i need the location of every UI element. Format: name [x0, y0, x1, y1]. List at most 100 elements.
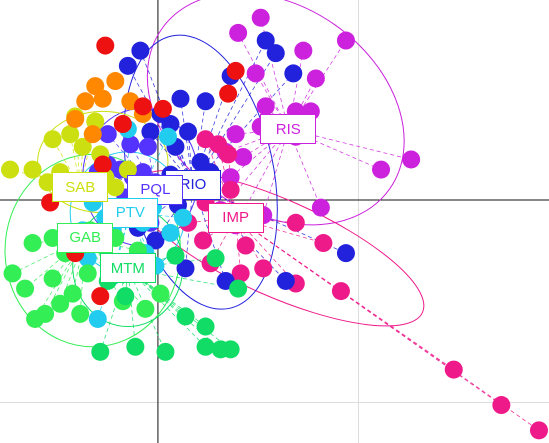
point-ris: [246, 64, 265, 83]
point-ptv: [174, 208, 192, 227]
point-rio: [256, 31, 275, 50]
point-ptv: [143, 198, 162, 217]
point-ris: [306, 69, 325, 88]
spoke-rio: [127, 65, 194, 185]
point-unlabeled: [41, 193, 60, 212]
point-unlabeled: [91, 287, 110, 306]
point-ris: [336, 31, 355, 50]
point-mtm: [206, 249, 225, 268]
point-mtm: [156, 342, 175, 361]
point-mtm: [176, 307, 195, 326]
point-sab: [106, 178, 125, 197]
point-rio: [179, 122, 198, 141]
spoke-rio: [150, 131, 194, 186]
point-ris: [256, 97, 275, 116]
point-ptv: [83, 193, 102, 212]
point-unlabeled: [106, 72, 125, 91]
point-unlabeled: [76, 92, 95, 111]
point-rio: [131, 41, 150, 60]
point-pql: [121, 135, 140, 154]
point-unlabeled: [83, 125, 102, 144]
point-pql: [98, 125, 117, 144]
point-unlabeled: [219, 84, 238, 103]
point-gab: [71, 304, 90, 323]
point-gab: [26, 309, 45, 328]
point-ris: [234, 147, 253, 166]
point-imp: [236, 236, 255, 255]
point-unlabeled: [133, 97, 152, 116]
point-imp: [331, 282, 350, 301]
point-unlabeled: [93, 155, 112, 174]
point-imp: [314, 234, 333, 253]
point-imp: [221, 180, 240, 199]
point-mtm: [229, 279, 248, 298]
point-pql: [138, 137, 157, 156]
point-rio: [118, 56, 137, 75]
point-imp: [254, 259, 273, 278]
point-gab: [23, 234, 42, 253]
point-ris: [251, 8, 270, 27]
point-imp: [196, 130, 215, 149]
point-unlabeled: [66, 109, 85, 128]
point-gab: [63, 284, 82, 303]
point-rio: [141, 122, 160, 141]
point-rio: [336, 244, 355, 263]
point-mtm: [91, 342, 110, 361]
point-ris: [286, 127, 305, 146]
point-gab: [16, 279, 35, 298]
point-gab: [43, 269, 62, 288]
point-sab: [1, 160, 20, 179]
point-imp: [196, 193, 215, 212]
point-unlabeled: [93, 89, 112, 108]
point-ris: [402, 150, 421, 169]
point-ris: [311, 198, 330, 217]
point-ptv: [158, 127, 177, 146]
point-sab: [118, 160, 137, 179]
point-unlabeled: [113, 115, 132, 134]
point-ris: [226, 125, 245, 144]
point-ptv: [161, 223, 180, 242]
point-sab: [51, 163, 70, 182]
point-rio: [266, 44, 285, 63]
point-gab: [136, 299, 155, 318]
point-gab: [43, 228, 62, 247]
spoke-mtm: [127, 268, 136, 347]
point-sab: [23, 160, 42, 179]
point-ris: [251, 117, 270, 136]
point-gab: [81, 221, 100, 240]
spoke-ris: [230, 128, 289, 178]
point-rio: [176, 259, 195, 278]
point-ptv: [133, 213, 152, 232]
point-gab: [78, 264, 97, 283]
spoke-rio: [192, 40, 267, 185]
point-sab: [61, 125, 80, 144]
point-imp: [194, 231, 213, 250]
point-ptv: [88, 309, 107, 328]
point-rio: [276, 271, 295, 290]
data-points: [1, 8, 548, 440]
point-sab: [78, 175, 97, 194]
point-rio: [196, 92, 215, 111]
point-mtm: [221, 340, 240, 359]
point-rio: [284, 64, 303, 83]
point-mtm: [133, 256, 152, 275]
point-rio: [146, 231, 165, 250]
point-gab: [151, 284, 170, 303]
spoke-mtm: [127, 268, 206, 348]
point-ris: [372, 160, 391, 179]
point-unlabeled: [153, 99, 172, 118]
point-unlabeled: [96, 36, 115, 55]
point-ris: [294, 41, 313, 60]
point-gab: [51, 294, 70, 313]
point-rio: [171, 89, 190, 108]
spoke-ris: [260, 17, 289, 130]
point-unlabeled: [66, 244, 85, 263]
point-mtm: [126, 337, 145, 356]
spoke-rio: [192, 75, 232, 185]
spoke-imp: [235, 217, 502, 406]
point-gab: [3, 264, 22, 283]
point-imp: [286, 213, 305, 232]
point-imp: [444, 360, 463, 379]
